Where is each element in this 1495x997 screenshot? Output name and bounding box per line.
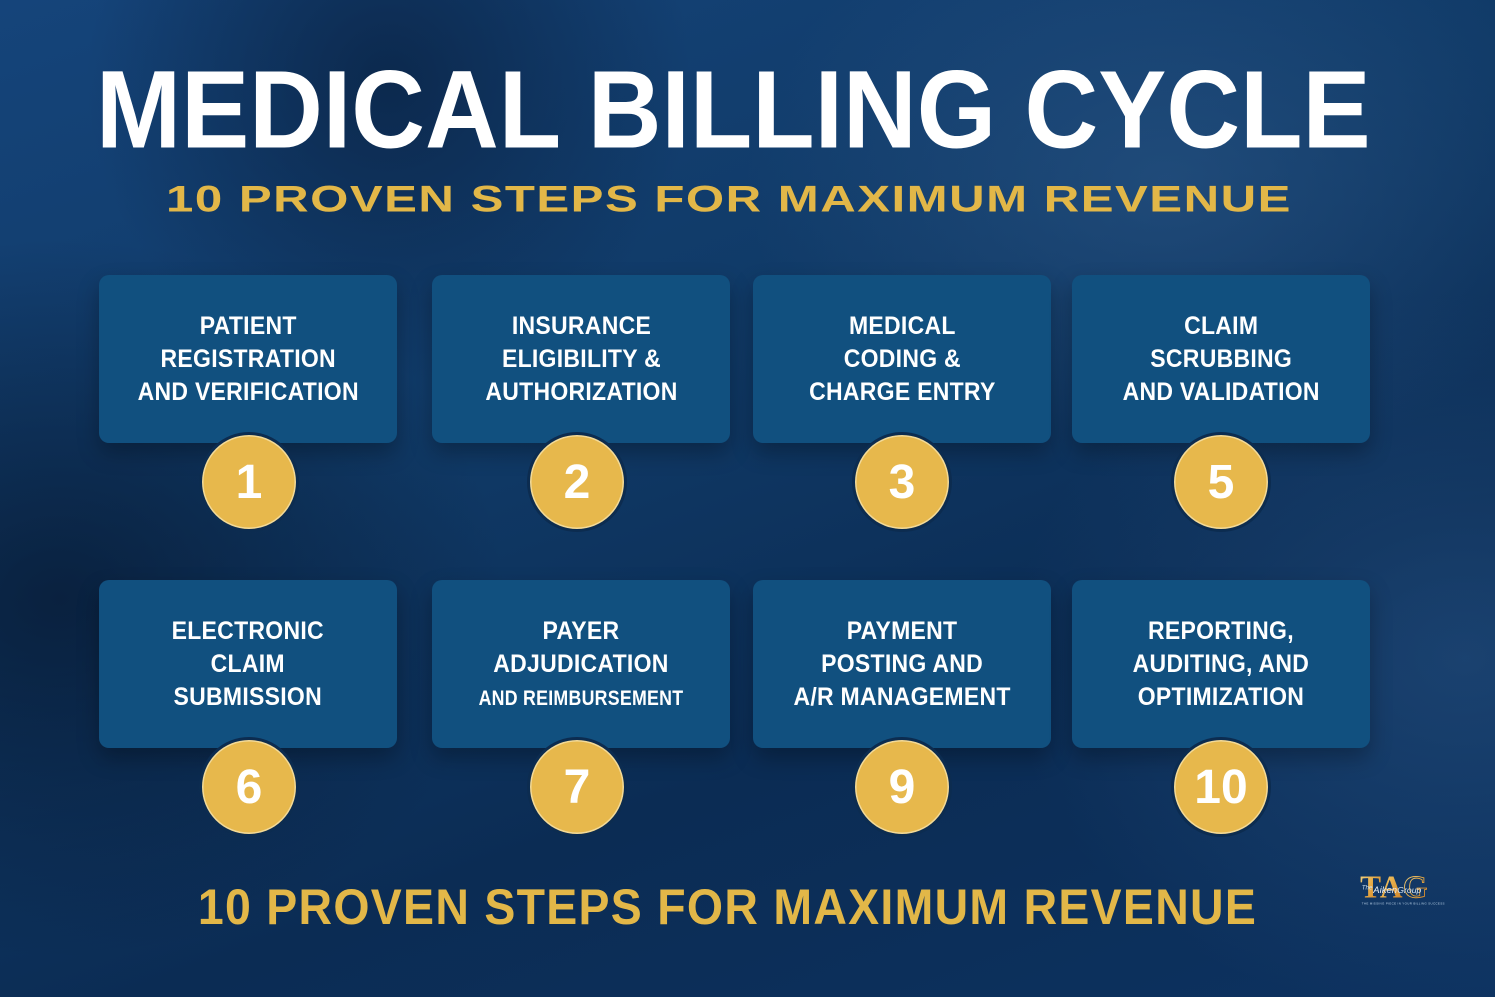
svg-text:Group: Group <box>1397 885 1421 895</box>
svg-text:The: The <box>1362 884 1373 891</box>
svg-text:THE MISSING PIECE IN YOUR BILL: THE MISSING PIECE IN YOUR BILLING SUCCES… <box>1362 901 1445 905</box>
svg-text:Aiken: Aiken <box>1372 885 1397 896</box>
